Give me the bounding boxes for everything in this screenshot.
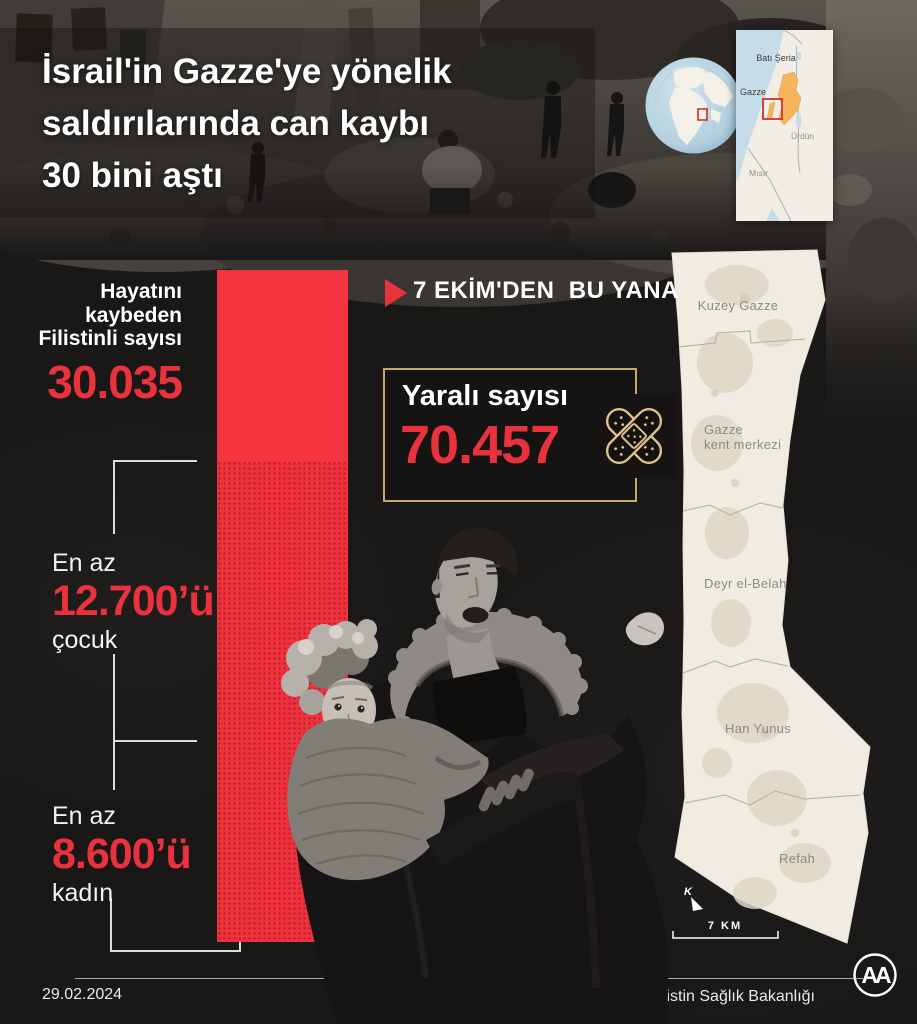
injured-value: 70.457 bbox=[400, 415, 560, 475]
region-inset-map: Batı Şeria Gazze Ürdün Mısır bbox=[736, 30, 833, 221]
scale-label: 7 KM bbox=[708, 920, 742, 932]
sea-area bbox=[736, 30, 784, 180]
children-suffix: çocuk bbox=[52, 626, 118, 654]
deaths-label-1: Hayatını bbox=[100, 280, 182, 303]
man-carrying-child-photo bbox=[281, 527, 669, 1024]
since-arrow-icon bbox=[385, 279, 407, 307]
north-arrow-icon bbox=[691, 897, 703, 911]
women-suffix: kadın bbox=[52, 879, 114, 907]
title-line-2: saldırılarında can kaybı bbox=[42, 104, 430, 143]
page-title: İsrail'in Gazze'ye yönelik saldırılarınd… bbox=[42, 46, 452, 202]
label-deyr-el-belah: Deyr el-Belah bbox=[704, 576, 787, 591]
gaza-marker-box bbox=[762, 98, 783, 120]
women-value: 8.600’ü bbox=[52, 830, 192, 878]
since-label: 7 EKİM'DEN BU YANA bbox=[413, 277, 679, 304]
agency-logo-text: AA bbox=[861, 962, 891, 988]
scale-bar bbox=[672, 931, 779, 939]
injured-box: Yaralı sayısı 70.457 bbox=[383, 368, 637, 502]
bar-segment-other bbox=[217, 270, 348, 461]
label-bati-seria: Batı Şeria bbox=[756, 53, 796, 63]
bracket-children-vert-top bbox=[113, 460, 115, 534]
deaths-value: 30.035 bbox=[47, 355, 183, 408]
bracket-women-bottom bbox=[110, 950, 241, 952]
bracket-women-vert-bottom bbox=[110, 898, 112, 952]
globe-locator-icon bbox=[645, 57, 742, 154]
agency-logo: AA bbox=[853, 953, 897, 997]
gaza-strip-map: Kuzey Gazze Gazze kent merkezi Deyr el-B… bbox=[671, 249, 871, 944]
bracket-women-vert-top bbox=[113, 742, 115, 790]
west-bank-area bbox=[777, 71, 802, 126]
title-line-1: İsrail'in Gazze'ye yönelik bbox=[42, 52, 452, 91]
north-label: K bbox=[684, 886, 693, 898]
gaza-area bbox=[766, 101, 776, 121]
label-urdun: Ürdün bbox=[791, 131, 814, 141]
women-stat: En az 8.600’ü kadın bbox=[52, 801, 192, 908]
injured-label: Yaralı sayısı bbox=[402, 380, 569, 412]
bandage-icon bbox=[592, 394, 676, 478]
deaths-stat: Hayatını kaybeden Filistinli sayısı 30.0… bbox=[28, 280, 183, 408]
women-prefix: En az bbox=[52, 802, 116, 830]
label-misir: Mısır bbox=[749, 168, 768, 178]
deaths-label-2: kaybeden bbox=[85, 303, 182, 327]
children-value: 12.700’ü bbox=[52, 577, 215, 625]
footer-date: 29.02.2024 bbox=[42, 986, 123, 1003]
label-gazze: Gazze bbox=[740, 87, 766, 97]
bracket-children-bottom bbox=[113, 740, 197, 742]
globe-region-marker bbox=[697, 108, 708, 121]
bracket-children-top bbox=[113, 460, 197, 462]
title-line-3: 30 bini aştı bbox=[42, 156, 223, 195]
children-stat: En az 12.700’ü çocuk bbox=[52, 548, 215, 655]
label-kuzey-gazze: Kuzey Gazze bbox=[698, 298, 779, 313]
children-prefix: En az bbox=[52, 549, 116, 577]
label-han-yunus: Han Yunus bbox=[725, 721, 791, 736]
deaths-label-3: Filistinli sayısı bbox=[38, 327, 182, 350]
bracket-women-tick bbox=[239, 942, 241, 952]
label-gazze-kent-1: Gazze bbox=[704, 422, 743, 437]
label-refah: Refah bbox=[779, 851, 815, 866]
bracket-children-vert-bottom bbox=[113, 654, 115, 742]
label-gazze-kent-2: kent merkezi bbox=[704, 437, 781, 452]
